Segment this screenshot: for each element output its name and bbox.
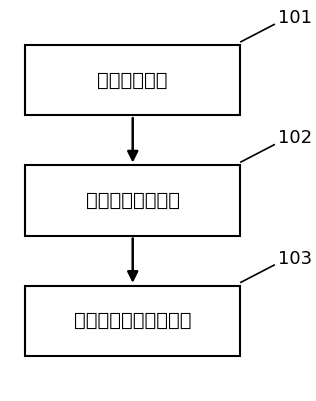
Text: 获得裂缝热液充填规律: 获得裂缝热液充填规律: [74, 311, 191, 330]
Text: 102: 102: [278, 130, 312, 147]
Text: 裂缝热液充填模拟: 裂缝热液充填模拟: [86, 191, 180, 210]
Text: 103: 103: [278, 250, 312, 267]
Text: 101: 101: [278, 9, 312, 27]
Bar: [25, 286, 240, 356]
Bar: [25, 45, 240, 115]
Bar: [25, 166, 240, 236]
Text: 实验材料准备: 实验材料准备: [97, 71, 168, 90]
